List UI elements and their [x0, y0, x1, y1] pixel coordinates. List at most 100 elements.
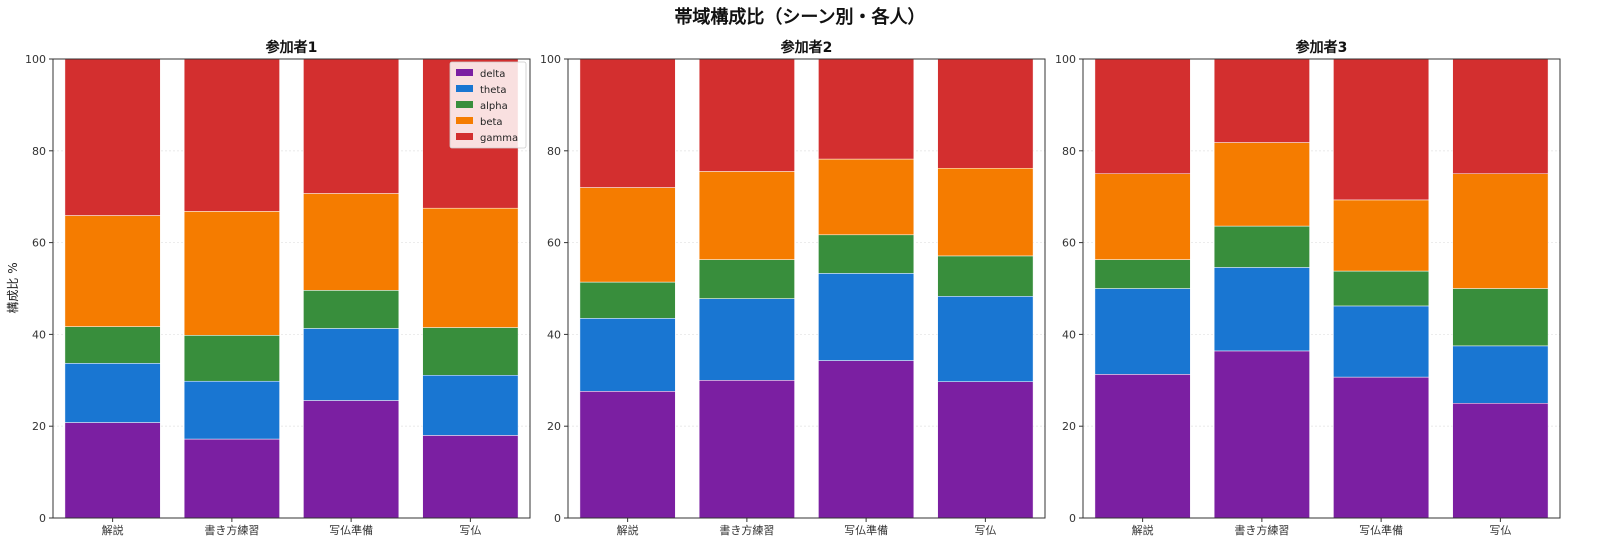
legend-swatch-delta [456, 69, 473, 76]
bar-theta [303, 328, 400, 401]
y-tick-label: 60 [547, 237, 561, 250]
x-tick-label: 書き方練習 [1234, 523, 1289, 537]
bar-beta [1452, 173, 1549, 289]
legend-swatch-theta [456, 85, 473, 92]
bar-alpha [1213, 225, 1310, 268]
figure-title: 帯域構成比（シーン別・各人） [674, 6, 925, 28]
x-tick-label: 写仏 [459, 524, 481, 537]
bar-theta [1333, 305, 1430, 378]
bar-beta [1333, 199, 1430, 272]
bar-delta [64, 422, 161, 519]
bar-alpha [64, 326, 161, 364]
bar-gamma [64, 58, 161, 216]
bar-gamma [1333, 58, 1430, 201]
panel-title: 参加者3 [1296, 39, 1348, 56]
plot-frame [567, 58, 1046, 519]
bar-delta [1213, 350, 1310, 519]
y-tick-label: 20 [547, 420, 561, 433]
bar-gamma [1213, 58, 1310, 143]
legend-label-theta: theta [480, 85, 506, 96]
chart-panel-3: 0 20 40 60 80 100 解説 書き方練習 写仏準備 写仏 参加者3 [1055, 39, 1561, 537]
bar-gamma [579, 58, 676, 188]
x-tick-label: 書き方練習 [204, 523, 259, 537]
bar-gamma [698, 58, 795, 172]
bar-beta [1213, 142, 1310, 227]
plot-frame [1082, 58, 1561, 519]
bar-gamma [818, 58, 915, 160]
bar-alpha [1333, 270, 1430, 307]
bar-theta [698, 298, 795, 381]
bar-beta [303, 193, 400, 291]
legend-label-delta: delta [480, 69, 505, 80]
bar-delta [579, 391, 676, 519]
chart-panel-1: 0 20 40 60 80 100 解説 書き方練習 写仏準備 写仏 参加者1 delta theta a… [25, 39, 531, 537]
y-tick-label: 20 [1062, 420, 1076, 433]
bar-alpha [1452, 288, 1549, 347]
bar-alpha [579, 281, 676, 319]
x-tick-label: 解説 [617, 523, 639, 537]
legend-swatch-alpha [456, 101, 473, 108]
bar-gamma [1094, 58, 1191, 174]
y-axis-label: 構成比 % [6, 262, 20, 313]
bar-alpha [937, 255, 1034, 297]
bar-theta [1213, 267, 1310, 352]
bar-delta [1333, 376, 1430, 519]
bar-beta [1094, 173, 1191, 260]
x-tick-label: 写仏 [974, 524, 996, 537]
bar-beta [579, 187, 676, 283]
y-tick-label: 60 [1062, 237, 1076, 250]
bar-delta [818, 360, 915, 519]
legend-swatch-gamma [456, 133, 473, 140]
bar-delta [303, 400, 400, 519]
legend-label-beta: beta [480, 117, 503, 128]
chart-panel-2: 0 20 40 60 80 100 解説 書き方練習 写仏準備 写仏 参加者2 [540, 39, 1046, 537]
y-tick-label: 0 [1069, 512, 1076, 525]
plot-frame [52, 58, 531, 519]
x-tick-label: 解説 [102, 523, 124, 537]
x-tick-label: 書き方練習 [719, 523, 774, 537]
bar-beta [422, 207, 519, 328]
bar-gamma [183, 58, 280, 212]
bar-delta [937, 381, 1034, 519]
bar-beta [698, 171, 795, 260]
bar-gamma [303, 58, 400, 194]
bar-alpha [698, 259, 795, 299]
y-tick-label: 80 [32, 145, 46, 158]
x-tick-label: 写仏準備 [1359, 523, 1403, 537]
y-tick-label: 100 [540, 53, 561, 66]
bar-delta [422, 435, 519, 519]
panel-title: 参加者1 [266, 39, 318, 56]
bar-theta [937, 296, 1034, 382]
bar-theta [64, 363, 161, 423]
bar-theta [579, 318, 676, 392]
x-tick-label: 写仏 [1489, 524, 1511, 537]
y-tick-label: 60 [32, 237, 46, 250]
panel-title: 参加者2 [781, 39, 833, 56]
y-tick-label: 100 [1055, 53, 1076, 66]
bar-theta [1094, 288, 1191, 375]
y-tick-label: 20 [32, 420, 46, 433]
legend-label-alpha: alpha [480, 101, 508, 112]
x-tick-label: 写仏準備 [844, 523, 888, 537]
x-tick-label: 写仏準備 [329, 523, 373, 537]
bar-alpha [1094, 259, 1191, 289]
legend-box [449, 61, 527, 149]
y-tick-label: 80 [1062, 145, 1076, 158]
bar-delta [1452, 403, 1549, 519]
bar-alpha [422, 327, 519, 376]
y-tick-label: 40 [32, 328, 46, 341]
y-tick-label: 40 [547, 328, 561, 341]
x-tick-label: 解説 [1132, 523, 1154, 537]
y-tick-label: 100 [25, 53, 46, 66]
bar-gamma [937, 58, 1034, 169]
bar-beta [818, 158, 915, 236]
legend-label-gamma: gamma [480, 133, 518, 144]
bar-theta [422, 375, 519, 436]
bar-beta [64, 215, 161, 327]
y-tick-label: 0 [554, 512, 561, 525]
bar-alpha [183, 335, 280, 382]
bar-gamma [1452, 58, 1549, 174]
bar-alpha [303, 290, 400, 329]
bar-delta [698, 380, 795, 519]
